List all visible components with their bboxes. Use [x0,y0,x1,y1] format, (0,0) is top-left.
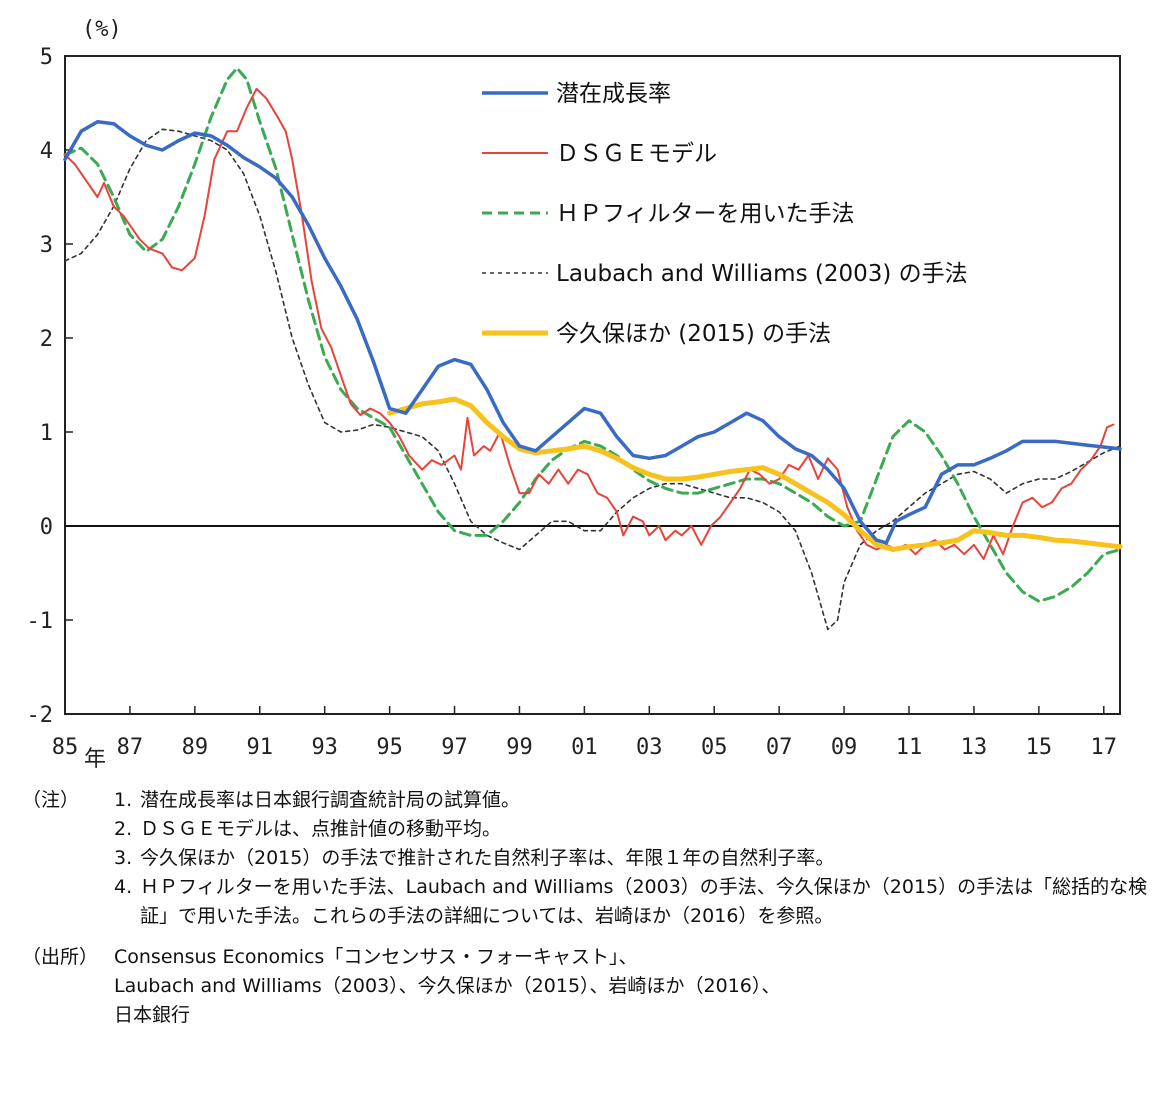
note-number: 3. [114,847,133,869]
y-tick-label: 0 [40,515,53,540]
plot-area [64,55,1121,715]
series-line-1 [63,120,1122,545]
notes-label: （注） [22,789,80,811]
x-tick-label: 93 [311,735,338,760]
y-tick-label: 3 [40,233,53,258]
x-tick-label: 09 [831,735,858,760]
legend-label: 潜在成長率 [556,81,671,107]
note-number: 4. [114,876,133,898]
legend-label: ＤＳＧＥモデル [556,141,717,167]
note-text: 今久保ほか（2015）の手法で推計された自然利子率は、年限１年の自然利子率。 [140,847,835,869]
note-text: ＨＰフィルターを用いた手法、Laubach and Williams（2003）… [140,876,1148,927]
note-number: 2. [114,818,133,840]
source-line: Laubach and Williams（2003）、今久保ほか（2015）、岩… [114,975,781,997]
legend-label: 今久保ほか (2015) の手法 [556,321,831,347]
y-tick-label: 4 [40,139,53,164]
x-unit-label: 年 [84,747,106,772]
series-line-2 [64,87,1115,560]
x-tick-label: 01 [571,735,598,760]
x-tick-label: 85 [52,735,79,760]
source-line: 日本銀行 [114,1004,191,1026]
x-tick-label: 07 [766,735,793,760]
x-tick-label: 05 [701,735,728,760]
y-tick-label: 1 [40,421,53,446]
legend-label: Laubach and Williams (2003) の手法 [556,261,968,287]
note-row: 3. 今久保ほか（2015）の手法で推計された自然利子率は、年限１年の自然利子率… [22,844,1152,873]
x-tick-label: 91 [247,735,274,760]
series-group [63,66,1123,631]
x-tick-label: 97 [441,735,468,760]
y-tick-label: -1 [27,609,54,634]
source-label: （出所） [22,946,99,968]
x-tick-label: 95 [376,735,403,760]
x-tick-label: 87 [117,735,144,760]
note-row: （注） 1. 潜在成長率は日本銀行調査統計局の試算値。 [22,786,1152,815]
series-line-4 [64,128,1121,631]
x-tick-label: 15 [1026,735,1053,760]
source-line: Consensus Economics「コンセンサス・フォーキャスト」、 [114,946,638,968]
y-tick-label: 2 [40,327,53,352]
note-number: 1. [114,789,133,811]
series-line-3 [63,66,1122,603]
x-tick-label: 11 [896,735,923,760]
x-tick-label: 13 [961,735,988,760]
notes-block: （注） 1. 潜在成長率は日本銀行調査統計局の試算値。 2. ＤＳＧＥモデルは、… [22,786,1152,1030]
note-text: ＤＳＧＥモデルは、点推計値の移動平均。 [140,818,502,840]
y-tick-label: 5 [40,45,53,70]
legend: 潜在成長率 ＤＳＧＥモデル ＨＰフィルターを用いた手法 Laubach and Wil… [482,81,968,347]
x-tick-label: 99 [506,735,533,760]
y-tick-label: -2 [27,703,54,728]
x-tick-label: 89 [182,735,209,760]
note-row: 4. ＨＰフィルターを用いた手法、Laubach and Williams（20… [22,873,1152,931]
note-row: 2. ＤＳＧＥモデルは、点推計値の移動平均。 [22,815,1152,844]
x-tick-label: 03 [636,735,663,760]
x-tick-label: 17 [1091,735,1118,760]
source-row: （出所） Consensus Economics「コンセンサス・フォーキャスト」… [22,943,1152,972]
legend-label: ＨＰフィルターを用いた手法 [556,201,855,227]
series-line-5 [387,396,1123,552]
y-unit-label: (%) [82,17,122,42]
note-text: 潜在成長率は日本銀行調査統計局の試算値。 [140,789,521,811]
